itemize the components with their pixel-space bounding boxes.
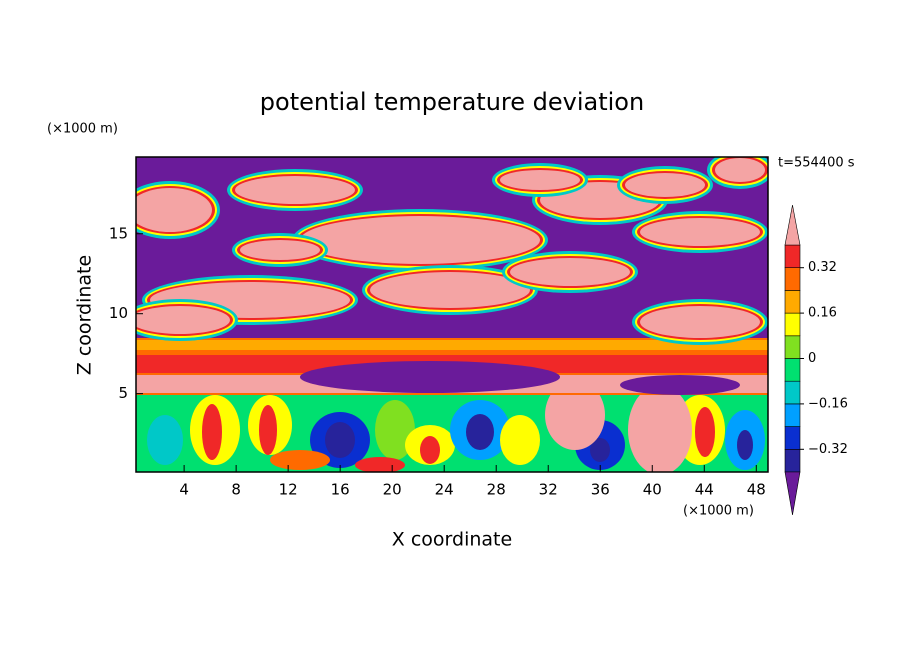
y-axis-label: Z coordinate [74,255,96,375]
contour-region [640,306,760,338]
x-tick-label: 36 [591,481,610,499]
contour-region [590,438,610,462]
contour-region [300,361,560,393]
colorbar-box [784,267,801,291]
contour-field [136,157,768,472]
colorbar-box [784,358,801,382]
colorbar-box [784,244,801,269]
contour-region [136,188,212,232]
plot-frame [135,156,769,473]
contour-region [500,415,540,465]
x-axis-label: X coordinate [392,529,512,551]
colorbar-under [784,471,801,516]
contour-region [259,405,277,455]
x-tick-label: 16 [331,481,350,499]
contour-region [737,430,753,460]
contour-region [715,158,765,182]
x-tick-label: 8 [231,481,241,499]
contour-region [620,375,740,395]
contour-region [625,173,705,197]
contour-region [640,218,760,246]
contour-region [202,404,222,460]
colorbar-over [784,204,801,246]
x-tick-label: 44 [695,481,714,499]
contour-region [466,414,494,450]
time-annotation: t=554400 s [778,156,855,171]
chart-title: potential temperature deviation [260,88,644,116]
colorbar-box [784,312,801,337]
x-tick-label: 48 [747,481,766,499]
contour-region [136,306,230,334]
colorbar-tick-label: 0.32 [808,260,837,275]
x-tick-label: 4 [179,481,189,499]
colorbar-box [784,335,801,359]
contour-region [300,216,540,264]
x-tick-label: 20 [383,481,402,499]
contour-region [370,272,530,308]
contour-region [500,170,580,190]
y-tick-label: 5 [118,384,128,402]
contour-region [510,258,630,286]
x-tick-label: 32 [539,481,558,499]
contour-region [270,450,330,470]
x-tick-label: 28 [487,481,506,499]
colorbar-tick-label: −0.32 [808,442,848,457]
colorbar-tick-label: 0 [808,351,816,366]
colorbar-box [784,448,801,473]
x-tick-label: 40 [643,481,662,499]
colorbar-box [784,380,801,405]
colorbar-tick-label: −0.16 [808,396,848,411]
y-tick-label: 10 [109,304,128,322]
contour-region [355,457,405,472]
y-tick-label: 15 [109,224,128,242]
contour-region [325,422,355,458]
y-units: (×1000 m) [47,122,118,137]
contour-region [420,436,440,464]
contour-region [147,415,183,465]
contour-region [695,407,715,457]
contour-region [240,240,320,260]
contour-region [628,385,692,472]
contour-region [235,176,355,204]
x-units: (×1000 m) [683,504,754,519]
colorbar-box [784,290,801,314]
x-tick-label: 12 [279,481,298,499]
contour-region [136,340,768,350]
x-tick-label: 24 [435,481,454,499]
colorbar-tick-label: 0.16 [808,306,837,321]
colorbar-box [784,403,801,427]
colorbar-box [784,426,801,450]
contour-region [545,380,605,450]
